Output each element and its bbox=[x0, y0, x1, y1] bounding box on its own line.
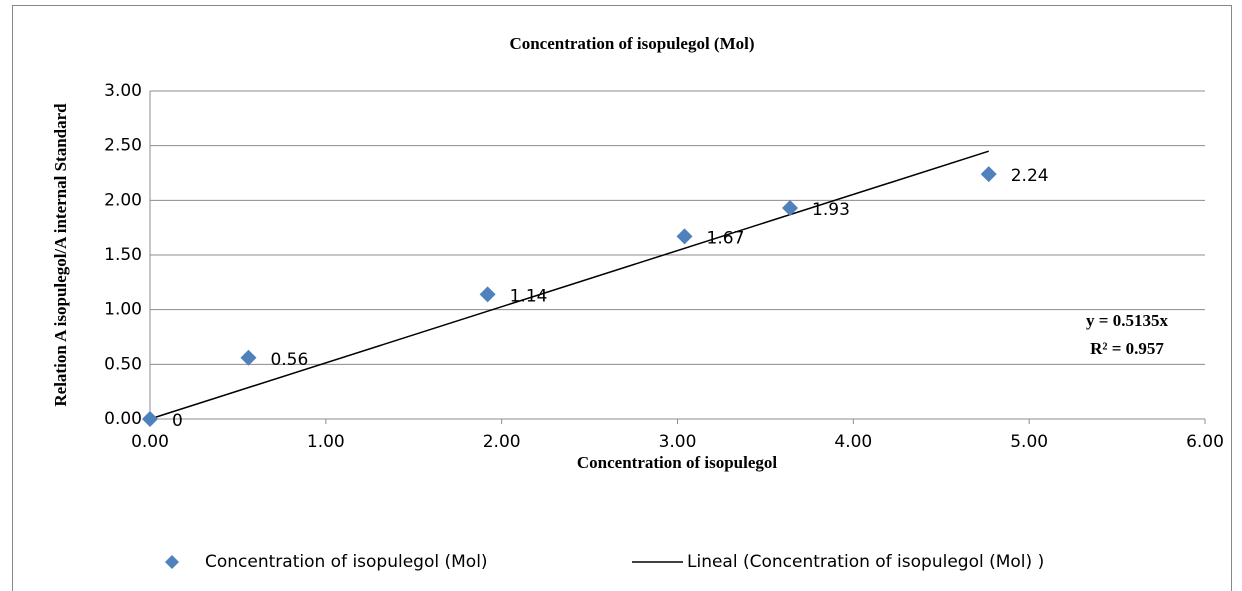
data-label: 0 bbox=[172, 411, 183, 431]
x-tick-label: 1.00 bbox=[307, 432, 345, 452]
x-tick-label: 4.00 bbox=[834, 432, 872, 452]
x-tick-label: 0.00 bbox=[131, 432, 169, 452]
y-tick-label: 2.00 bbox=[104, 190, 142, 210]
point bbox=[142, 411, 158, 427]
x-tick-label: 3.00 bbox=[659, 432, 697, 452]
point bbox=[240, 349, 257, 366]
data-label: 0.56 bbox=[270, 350, 308, 370]
y-tick-label: 3.00 bbox=[104, 81, 142, 101]
y-axis-title: Relation A isopulegol/A internal Standar… bbox=[51, 103, 70, 407]
data-label: 1.14 bbox=[510, 286, 548, 306]
trendline bbox=[149, 150, 989, 420]
data-label: 2.24 bbox=[1011, 166, 1049, 186]
legend-marker bbox=[165, 555, 179, 569]
y-tick-label: 0.00 bbox=[104, 409, 142, 429]
y-tick-label: 2.50 bbox=[104, 136, 142, 156]
point bbox=[782, 199, 799, 216]
x-tick-label: 2.00 bbox=[483, 432, 521, 452]
point bbox=[980, 166, 997, 183]
data-label: 1.67 bbox=[707, 228, 745, 248]
y-tick-label: 1.00 bbox=[104, 300, 142, 320]
chart-title: Concentration of isopulegol (Mol) bbox=[509, 34, 754, 53]
y-tick-label: 1.50 bbox=[104, 245, 142, 265]
legend-label: Lineal (Concentration of isopulegol (Mol… bbox=[687, 552, 1044, 572]
x-tick-label: 6.00 bbox=[1186, 432, 1224, 452]
trend-equation: y = 0.5135x bbox=[1086, 311, 1168, 330]
point bbox=[676, 228, 693, 245]
legend-label: Concentration of isopulegol (Mol) bbox=[205, 552, 488, 572]
point bbox=[479, 286, 496, 303]
y-tick-label: 0.50 bbox=[104, 354, 142, 374]
data-label: 1.93 bbox=[812, 200, 850, 220]
chart-frame bbox=[12, 5, 1232, 591]
x-tick-label: 5.00 bbox=[1010, 432, 1048, 452]
trend-r-squared: R² = 0.957 bbox=[1090, 339, 1164, 358]
x-axis-title: Concentration of isopulegol bbox=[577, 453, 778, 472]
